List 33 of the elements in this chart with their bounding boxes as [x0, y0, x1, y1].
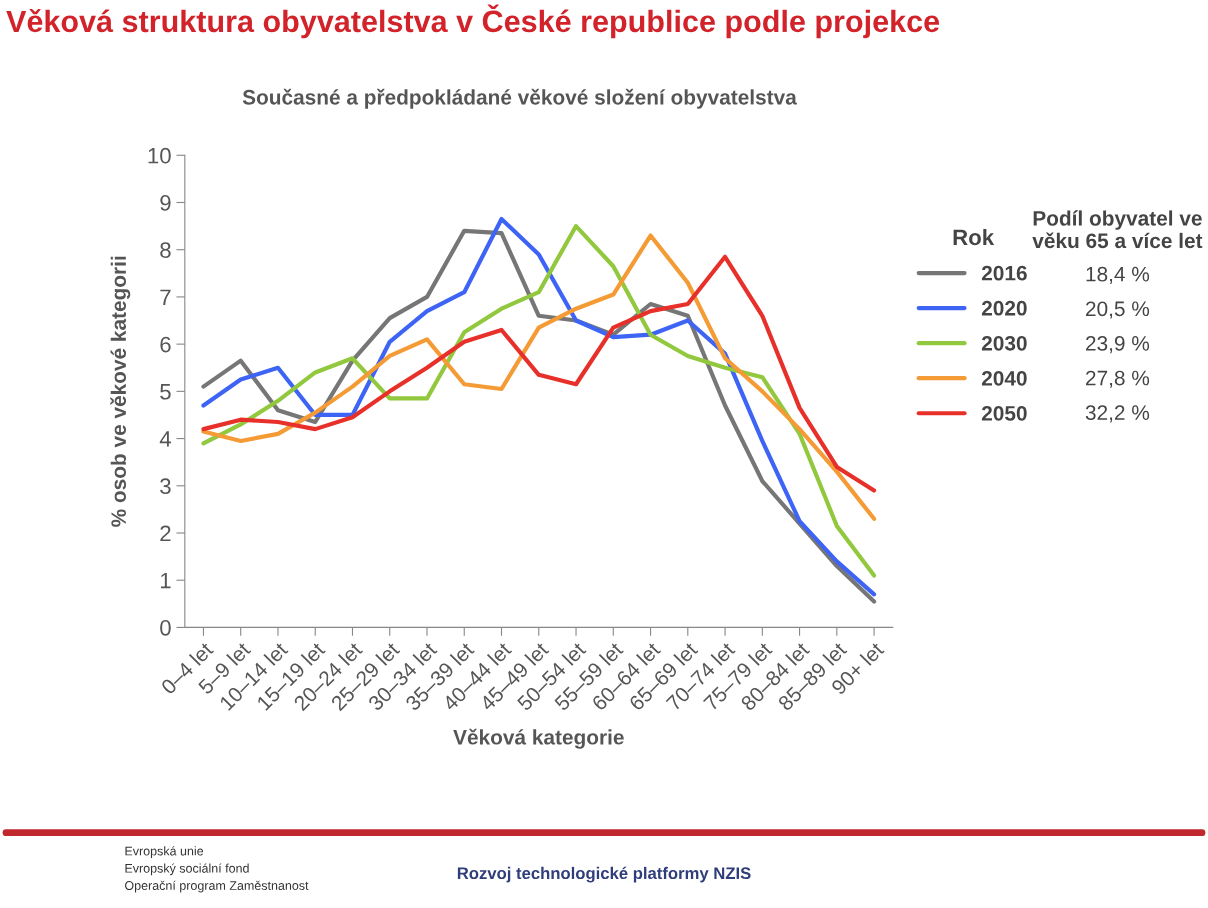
y-axis-title: % osob ve věkové kategorii: [110, 256, 131, 527]
y-tick-label: 8: [160, 242, 171, 258]
y-tick-label: 2: [160, 525, 171, 542]
text: 18,4 %: [1086, 266, 1150, 284]
y-tick-label: 5: [160, 384, 171, 400]
text: Evropská unie: [125, 846, 204, 858]
chart-subtitle: Současné a předpokládané věkové složení obyvatelstva: [242, 88, 797, 109]
legend-label: 2016: [981, 265, 1027, 281]
x-axis-title: Věková kategorie: [453, 728, 624, 749]
text: 20,5 %: [1086, 301, 1150, 319]
y-tick-label: 4: [159, 431, 171, 447]
legend-label: 2050: [981, 405, 1027, 421]
y-tick-label: 7: [160, 289, 171, 305]
legend-label: 2020: [981, 300, 1027, 316]
text: Operační program Zaměstnanost: [125, 880, 309, 893]
y-tick-label: 9: [160, 195, 171, 211]
text: Evropský sociální fond: [125, 863, 249, 876]
line-series: [201, 233, 877, 521]
text: Rozvoj technologické platformy NZIS: [457, 866, 751, 883]
y-tick-label: 10: [148, 147, 171, 164]
text: Podíl obyvatel ve věku 65 a více let: [1032, 210, 1203, 249]
y-tick-label: 1: [160, 572, 171, 589]
y-tick-label: 0: [160, 619, 171, 636]
y-tick-label: 6: [160, 336, 171, 353]
text: 27,8 %: [1086, 370, 1150, 388]
line-series: [201, 254, 877, 493]
text: 32,2 %: [1085, 405, 1150, 423]
text: 23,9 %: [1086, 336, 1150, 354]
legend-label: 2030: [981, 335, 1027, 351]
legend-title: Rok: [953, 228, 995, 246]
legend-label: 2040: [981, 370, 1027, 386]
y-tick-label: 3: [160, 478, 171, 495]
chart-title: Věková struktura obyvatelstva v České republice podle projekce: [6, 4, 940, 39]
